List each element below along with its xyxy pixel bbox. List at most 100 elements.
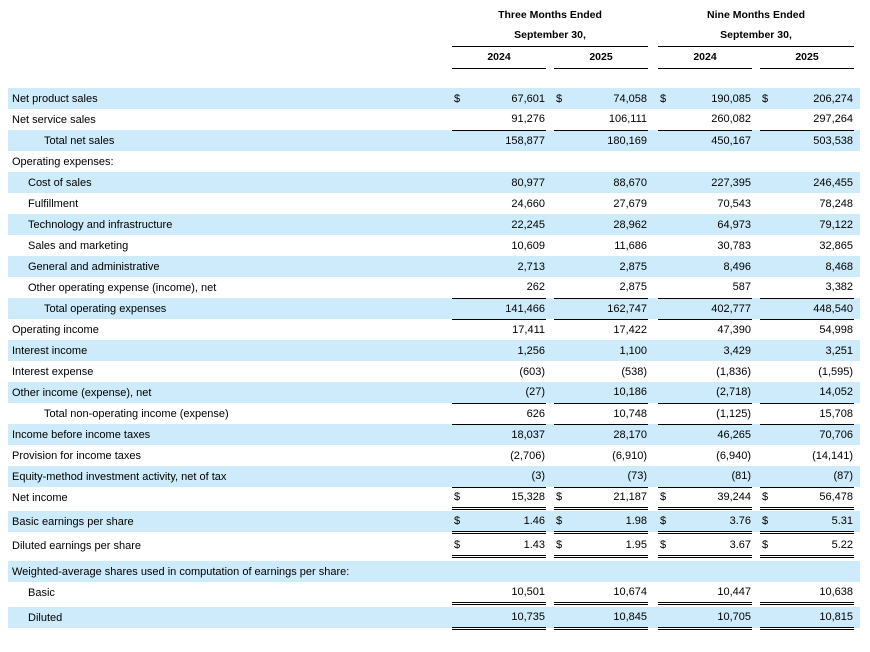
value-cell: (14,141) xyxy=(812,449,854,462)
currency-symbol-cell xyxy=(760,340,777,361)
value-cell: 10,447 xyxy=(674,582,753,605)
value-cell xyxy=(776,151,854,172)
column-gap-cell xyxy=(546,361,554,382)
column-gap-cell xyxy=(648,214,659,235)
currency-symbol-cell: $ xyxy=(760,487,777,510)
currency-symbol-cell: $ xyxy=(658,511,675,534)
value-cell: 8,496 xyxy=(674,256,753,277)
value-cell: 10,501 xyxy=(468,582,546,605)
tail-spacer-cell xyxy=(854,172,861,193)
value-cell xyxy=(570,151,648,172)
value-cell: 3,429 xyxy=(674,340,753,361)
column-gap-cell xyxy=(648,607,659,628)
currency-symbol-cell xyxy=(658,193,674,214)
table-row: Equity-method investment activity, net o… xyxy=(8,466,861,488)
table-row: Total net sales 158,877 180,169 450,167 503,… xyxy=(8,130,861,151)
currency-symbol-cell xyxy=(554,298,570,320)
value-cell: 10,186 xyxy=(570,382,649,404)
column-gap-cell xyxy=(546,607,554,628)
column-gap-cell xyxy=(752,466,761,487)
value-cell: 88,670 xyxy=(570,172,649,193)
column-gap-cell xyxy=(546,319,554,340)
currency-symbol-cell xyxy=(452,277,468,299)
tail-spacer-cell xyxy=(854,256,861,277)
table-row: Diluted earnings per share $1.43 $1.95 $3.6… xyxy=(8,535,860,558)
tail-spacer-cell xyxy=(854,214,861,235)
column-gap-cell xyxy=(752,298,761,319)
value-cell: 3.67 xyxy=(674,535,753,558)
value-cell: 70,706 xyxy=(776,424,855,445)
row-spacer xyxy=(8,603,861,607)
currency-symbol-cell xyxy=(658,172,675,193)
column-gap-cell xyxy=(546,130,554,151)
value-cell: 78,248 xyxy=(819,197,854,210)
tail-spacer-cell xyxy=(854,151,860,172)
row-label: Basic xyxy=(28,586,55,599)
currency-symbol-cell xyxy=(554,172,570,193)
table-body: Net product sales $67,601 $74,058 $190,085 $… xyxy=(8,88,861,630)
value-cell: 91,276 xyxy=(468,109,546,131)
value-cell: 54,998 xyxy=(819,323,854,336)
tail-spacer-cell xyxy=(854,25,860,46)
value-cell: 587 xyxy=(674,277,753,299)
row-label: Fulfillment xyxy=(28,197,79,210)
currency-symbol-cell xyxy=(658,130,675,151)
value-cell: 402,777 xyxy=(674,298,753,320)
column-gap-cell xyxy=(546,109,554,130)
value-cell: (2,706) xyxy=(510,449,545,462)
currency-symbol-cell xyxy=(760,235,776,256)
currency-symbol-cell xyxy=(760,319,776,340)
value-cell: 32,865 xyxy=(819,239,854,252)
tail-spacer-cell xyxy=(854,535,860,556)
currency-symbol-cell xyxy=(554,424,570,445)
tail-spacer-cell xyxy=(854,340,861,361)
value-cell: 180,169 xyxy=(570,130,649,151)
currency-symbol-cell xyxy=(554,582,570,605)
column-gap-cell xyxy=(648,466,659,487)
value-cell: 106,111 xyxy=(570,109,649,131)
currency-symbol-cell xyxy=(554,319,570,340)
currency-symbol-cell: $ xyxy=(452,88,468,109)
currency-symbol-cell xyxy=(554,403,570,425)
value-cell: 10,638 xyxy=(776,582,855,605)
column-gap-cell xyxy=(546,277,554,298)
row-label: Other income (expense), net xyxy=(8,382,452,403)
column-gap-cell xyxy=(546,172,554,193)
column-gap-cell xyxy=(648,445,658,466)
table-row: Total operating expenses 141,466 162,747 40… xyxy=(8,298,861,320)
currency-symbol-cell xyxy=(554,340,570,361)
column-gap-cell xyxy=(648,487,658,508)
column-gap-cell xyxy=(648,319,658,340)
row-label: Income before income taxes xyxy=(8,424,452,445)
tail-spacer-cell xyxy=(854,487,860,508)
value-cell: 79,122 xyxy=(776,214,855,235)
value-cell: (1,836) xyxy=(716,365,752,378)
currency-symbol-cell xyxy=(658,256,675,277)
currency-symbol-cell xyxy=(760,109,777,131)
tail-spacer-cell xyxy=(854,193,860,214)
currency-symbol-cell xyxy=(760,561,777,582)
tail-spacer-cell xyxy=(854,607,861,628)
value-cell: 22,245 xyxy=(468,214,546,235)
currency-symbol-cell xyxy=(554,214,570,235)
value-cell: 503,538 xyxy=(776,130,855,151)
currency-symbol-cell xyxy=(658,298,675,320)
currency-symbol-cell xyxy=(554,130,570,151)
value-cell: 24,660 xyxy=(511,197,545,210)
column-gap-cell xyxy=(648,151,658,172)
row-spacer xyxy=(8,532,861,535)
column-gap-cell xyxy=(648,109,658,130)
table-row: Diluted 10,735 10,845 10,705 10,815 xyxy=(8,607,861,630)
currency-symbol-cell: $ xyxy=(554,88,570,109)
currency-symbol-cell xyxy=(554,151,570,172)
value-cell: 5.22 xyxy=(776,535,855,558)
table-row: Other income (expense), net (27) 10,186 (2,… xyxy=(8,382,861,404)
row-label: Total non-operating income (expense) xyxy=(44,407,229,420)
value-cell: 15,328 xyxy=(468,487,546,510)
header-period-subtitles: September 30, September 30, xyxy=(8,25,860,47)
column-gap-cell xyxy=(546,445,554,466)
value-cell: 1,256 xyxy=(468,340,546,361)
currency-symbol-cell xyxy=(452,151,468,172)
column-gap-cell xyxy=(648,535,658,556)
tail-spacer-cell xyxy=(854,424,861,445)
